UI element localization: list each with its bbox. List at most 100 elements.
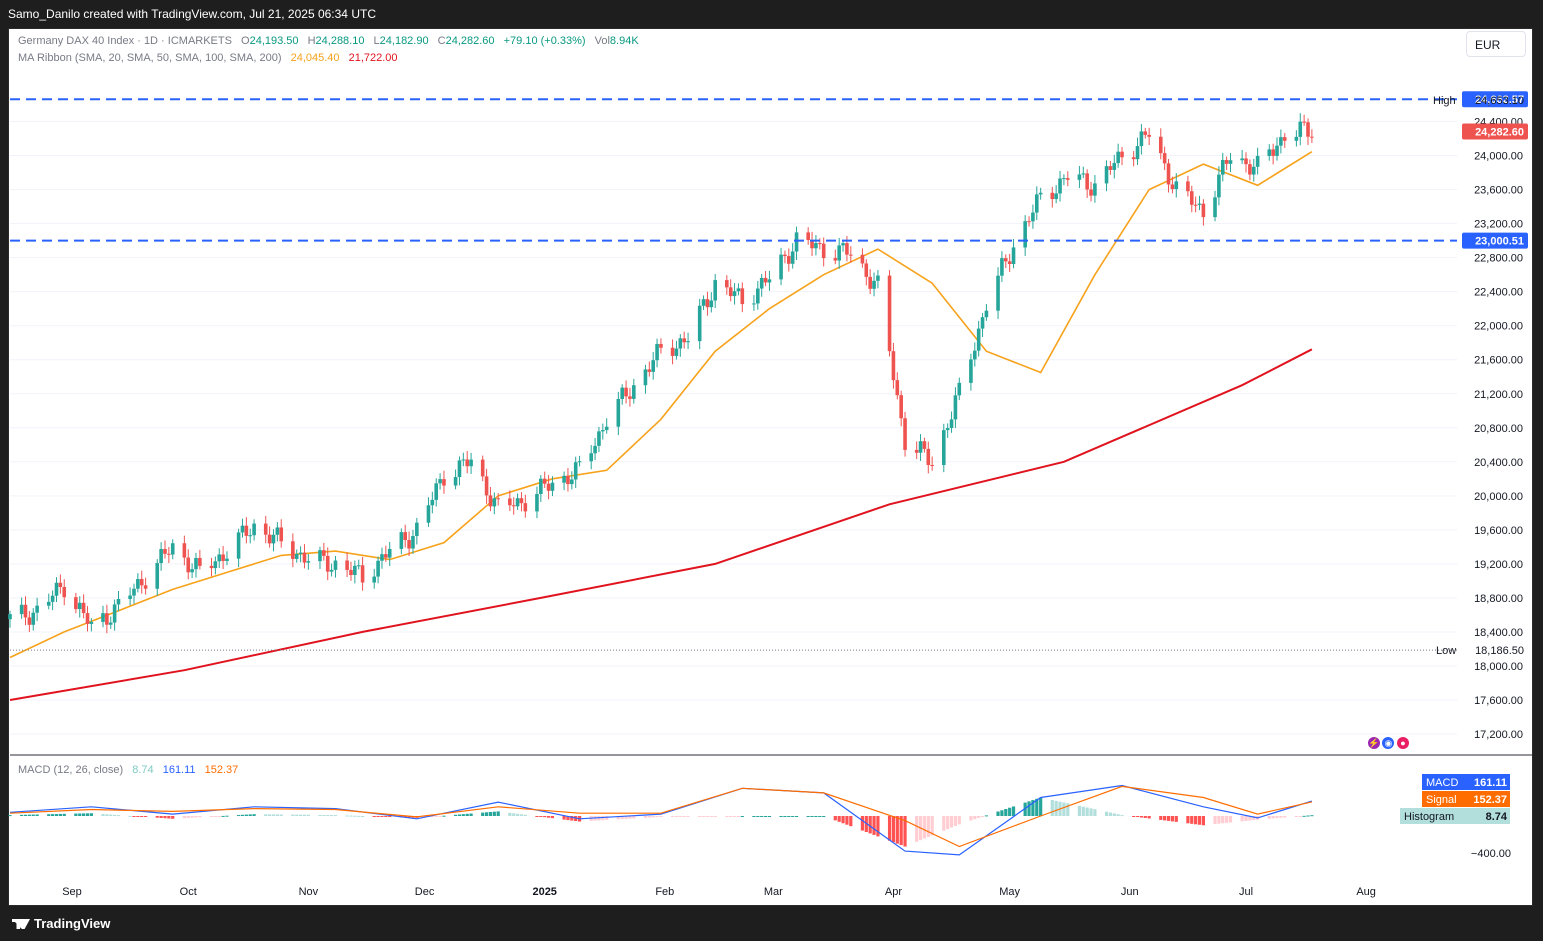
macd-hist-bar xyxy=(116,815,121,817)
price-tick-label: 18,000.00 xyxy=(1474,661,1523,673)
candle-body xyxy=(628,396,632,399)
macd-hist-bar xyxy=(1194,816,1198,825)
macd-hist-bar xyxy=(678,816,682,817)
candle-body xyxy=(81,602,86,614)
macd-hist-bar xyxy=(1213,816,1217,825)
macd-hist-bar xyxy=(903,816,907,847)
candle-body xyxy=(1054,193,1058,200)
candle-body xyxy=(806,232,810,241)
candle-body xyxy=(101,613,105,622)
candle-body xyxy=(1003,258,1008,262)
macd-hist-bar xyxy=(822,816,826,817)
footer-brand: TradingView xyxy=(34,916,111,931)
macd-hist-bar xyxy=(837,816,841,822)
macd-hist-bar xyxy=(624,816,628,819)
macd-hist-bar xyxy=(620,816,624,820)
macd-hist-bar xyxy=(1081,806,1085,816)
candle-body xyxy=(1143,131,1148,135)
candle-body xyxy=(275,527,280,535)
macd-hist-bar xyxy=(891,816,896,843)
price-tick-label: 20,800.00 xyxy=(1474,423,1523,435)
signal-label: Signal xyxy=(1426,794,1457,806)
candle-body xyxy=(50,595,55,602)
candle-body xyxy=(732,291,737,297)
macd-hist-bar xyxy=(670,816,675,817)
indicator-badges[interactable]: ⚡ ◉ ● xyxy=(1366,733,1411,751)
macd-hist-bar xyxy=(217,816,221,817)
candle-body xyxy=(345,560,349,570)
macd-hist-bar xyxy=(632,816,636,819)
macd-hist-bar xyxy=(996,811,1000,816)
macd-hist-bar xyxy=(787,816,791,817)
macd-hist-bar xyxy=(132,816,136,817)
candles-layer xyxy=(8,113,1314,634)
time-axis-label: Oct xyxy=(180,886,197,898)
candle-body xyxy=(35,605,39,613)
candle-body xyxy=(415,522,419,536)
macd-value-box xyxy=(1462,774,1510,790)
candle-body xyxy=(198,557,202,566)
price-markers-layer: 24,662.57 High 24,653.10 24,282.60 23,000.51… xyxy=(1400,91,1528,824)
macd-hist-bar xyxy=(488,811,493,816)
candle-body xyxy=(1093,183,1097,196)
candle-body xyxy=(535,494,539,512)
sma200-line xyxy=(9,348,1313,701)
candle-body xyxy=(1224,160,1229,164)
currency-button[interactable]: EUR xyxy=(1466,31,1526,57)
macd-hist-bar xyxy=(984,815,989,817)
macd-hist-bar xyxy=(543,816,547,818)
candle-body xyxy=(1031,212,1035,222)
candle-body xyxy=(972,350,977,360)
candle-body xyxy=(279,527,284,542)
candle-body xyxy=(492,498,497,507)
candle-body xyxy=(705,299,710,308)
time-axis-label: Apr xyxy=(885,886,902,898)
attribution-bar: Samo_Danilo created with TradingView.com… xyxy=(0,0,1543,28)
candle-body xyxy=(1228,160,1233,164)
macd-hist-bar xyxy=(512,813,516,816)
macd-hist-bar xyxy=(713,816,717,817)
candle-body xyxy=(186,557,191,573)
flag-icon[interactable]: ● xyxy=(1394,735,1411,751)
histogram-value-box xyxy=(1462,808,1510,824)
macd-hist-bar xyxy=(946,816,950,830)
macd-hist-bar xyxy=(144,816,148,817)
macd-hist-bar xyxy=(1139,816,1144,818)
candle-body xyxy=(577,461,582,463)
macd-hist-bar xyxy=(794,816,799,817)
macd-hist-bar xyxy=(190,816,194,818)
macd-hist-bar xyxy=(388,816,392,817)
candle-body xyxy=(515,498,520,507)
candle-body xyxy=(686,341,690,343)
macd-hist-bar xyxy=(171,816,175,819)
macd-hist-bar xyxy=(1248,816,1252,821)
price-tick-label: 23,600.00 xyxy=(1474,185,1523,197)
candle-body xyxy=(643,369,648,386)
candle-body xyxy=(27,617,32,625)
macd-hist-bar xyxy=(453,814,458,816)
candle-body xyxy=(980,317,985,329)
macd-signal-value: 152.37 xyxy=(204,764,239,776)
macd-hist-bar xyxy=(515,813,520,816)
candle-body xyxy=(918,441,923,453)
candle-body xyxy=(399,532,404,549)
macd-hist-value: 8.74 xyxy=(132,764,154,776)
candle-body xyxy=(1108,166,1113,170)
candle-body xyxy=(1201,203,1206,218)
candle-body xyxy=(1085,173,1089,190)
macd-hist-bar xyxy=(484,812,489,816)
candle-body xyxy=(779,254,783,280)
macd-hist-bar xyxy=(779,816,783,817)
macd-hist-bar xyxy=(326,814,330,816)
candle-body xyxy=(19,604,24,615)
candle-body xyxy=(387,548,392,558)
macd-hist-bar xyxy=(1008,807,1012,816)
candle-body xyxy=(601,430,605,432)
candle-body xyxy=(818,243,822,245)
candle-body xyxy=(411,535,415,549)
symbol-legend: Germany DAX 40 Index · 1D · ICMARKETS O2… xyxy=(18,35,645,47)
tradingview-logo[interactable]: TradingView xyxy=(12,916,110,931)
macd-hist-bar xyxy=(845,816,849,825)
candle-body xyxy=(1000,258,1004,276)
